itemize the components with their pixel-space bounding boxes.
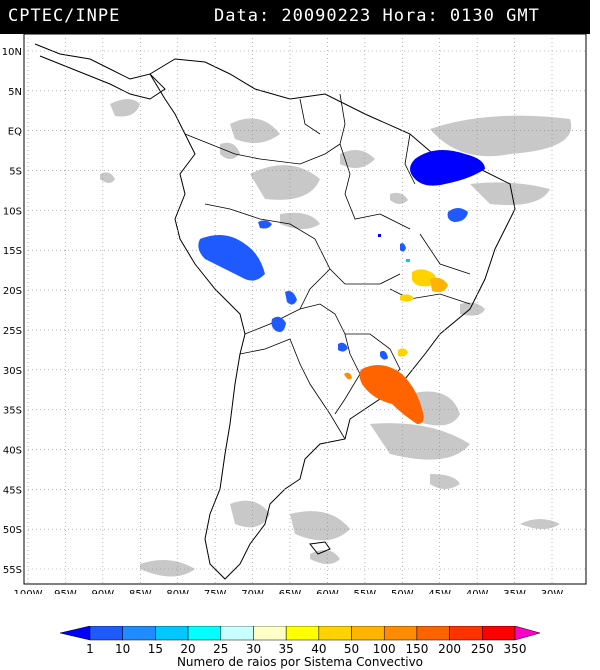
lon-label: 55W (354, 589, 377, 594)
system-ne-brazil (410, 150, 485, 186)
country-borders (184, 93, 471, 440)
system-minas-1 (412, 269, 437, 287)
lat-label: 15S (3, 246, 22, 257)
south-america-outline (149, 58, 516, 580)
colorbar-cell (89, 626, 123, 641)
colorbar-label: 50 (344, 642, 359, 654)
system-bolivia (285, 291, 297, 305)
system-goias (400, 243, 406, 252)
lat-label: 5S (9, 167, 22, 178)
colorbar-label: 40 (311, 642, 326, 654)
system-sao-paulo (400, 294, 414, 302)
lon-label: 80W (166, 589, 189, 594)
lon-label: 95W (54, 589, 77, 594)
datetime-label: Data: 20090223 Hora: 0130 GMT (214, 6, 540, 26)
colorbar-label: 1 (86, 642, 94, 654)
colorbar-cell (416, 626, 450, 641)
colorbar-cell (383, 626, 418, 641)
lat-label: 45S (3, 485, 22, 496)
system-peru-small (258, 220, 272, 229)
lat-label: 30S (3, 366, 22, 377)
lon-label: 70W (241, 589, 264, 594)
system-dot-1 (378, 234, 381, 237)
central-america-outline (34, 43, 166, 100)
colorbar-label: 10 (115, 642, 130, 654)
grid-lines (24, 34, 586, 584)
colorbar-label: 35 (279, 642, 294, 654)
colorbar-label: 350 (504, 642, 527, 654)
colorbar-cell (122, 626, 156, 641)
colorbar-cell (220, 626, 254, 641)
colorbar-caption: Numero de raios por Sistema Convectivo (176, 655, 424, 669)
system-santa-catarina (398, 348, 408, 357)
colorbar-cell (285, 626, 320, 641)
lat-label: 10S (3, 206, 22, 217)
falklands-outline (309, 541, 331, 555)
colorbar-cell (59, 626, 91, 641)
colorbar-label: 15 (148, 642, 163, 654)
lon-label: 50W (391, 589, 414, 594)
colorbar: 1 10 15 20 25 30 35 40 50 100 150 200 250 350 (59, 626, 541, 654)
system-paraguay (338, 342, 348, 352)
lat-label: 10N (2, 47, 22, 58)
colorbar-cell (514, 626, 541, 641)
colorbar-label: 25 (213, 642, 228, 654)
lat-label: 5N (8, 87, 22, 98)
colorbar-label: 100 (373, 642, 396, 654)
source-label: CPTEC/INPE (8, 6, 121, 26)
longitude-labels: 100W 95W 90W 85W 80W 75W 70W 65W 60W 55W 50W 45W 40W… (14, 589, 564, 594)
latitude-labels: 10N 5N EQ 5S 10S 15S 20S 25S 30S 35S 40S 45S 50S 55S (2, 47, 22, 576)
colorbar-label: 30 (246, 642, 261, 654)
system-peru-bolivia (198, 235, 265, 281)
lon-label: 100W (14, 589, 43, 594)
lon-label: 45W (428, 589, 451, 594)
colorbar-cell (187, 626, 222, 641)
system-dot-2 (406, 259, 410, 262)
system-uruguay (359, 365, 424, 424)
lon-label: 85W (129, 589, 152, 594)
lon-label: 90W (92, 589, 115, 594)
colorbar-label: 250 (471, 642, 494, 654)
colorbar-label: 200 (438, 642, 461, 654)
lon-label: 60W (316, 589, 339, 594)
system-bahia (447, 208, 468, 222)
lat-label: 25S (3, 326, 22, 337)
cloud-cover (100, 99, 572, 577)
lon-label: 30W (541, 589, 564, 594)
lat-label: 35S (3, 406, 22, 417)
colorbar-cell (449, 626, 483, 641)
colorbar-cell (155, 626, 189, 641)
system-minas-2 (430, 277, 448, 293)
lightning-map: 10N5NEQ5S10S15S20S25S30S35S40S45S50S55S … (2, 34, 587, 594)
system-entre-rios (344, 372, 352, 380)
convective-systems (198, 150, 485, 424)
system-parana (380, 350, 388, 360)
colorbar-cell (253, 626, 287, 641)
lat-label: 50S (3, 525, 22, 536)
lon-label: 35W (503, 589, 526, 594)
colorbar-label: 150 (405, 642, 428, 654)
colorbar-cell (482, 626, 516, 641)
lat-label: 20S (3, 286, 22, 297)
colorbar-cell (351, 626, 385, 641)
lat-label: EQ (8, 127, 22, 138)
colorbar-cell (318, 626, 352, 641)
colorbar-label: 20 (180, 642, 195, 654)
lat-label: 55S (3, 565, 22, 576)
lon-label: 40W (466, 589, 489, 594)
lon-label: 65W (279, 589, 302, 594)
lat-label: 40S (3, 445, 22, 456)
title-bar: CPTEC/INPE Data: 20090223 Hora: 0130 GMT (0, 0, 590, 34)
lon-label: 75W (204, 589, 227, 594)
system-chaco (271, 316, 286, 332)
